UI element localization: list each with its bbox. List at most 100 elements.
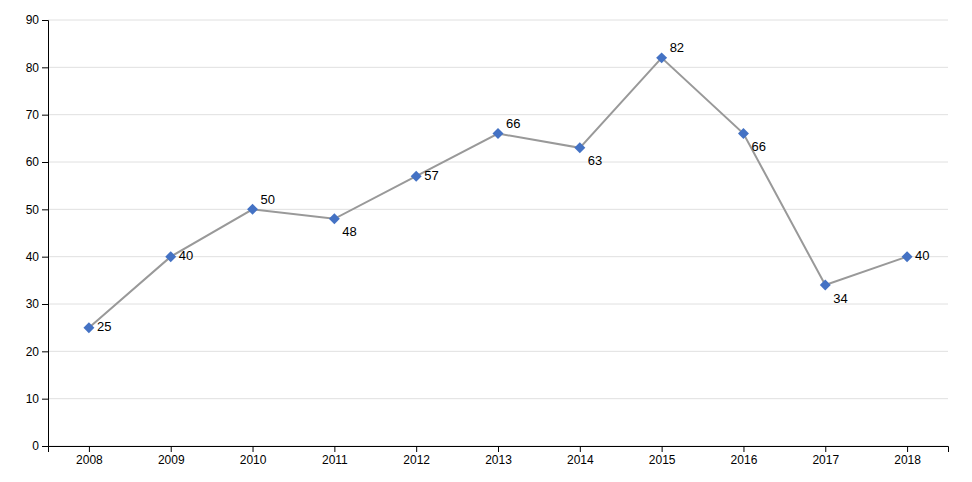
y-tick-label: 60 [26,155,40,169]
data-label: 40 [179,248,193,263]
y-tick: 20 [26,345,48,359]
y-axis: 0 10 20 30 40 50 60 70 80 90 [26,13,49,453]
x-tick-label: 2015 [649,453,676,467]
x-tick: 2014 [567,446,594,467]
y-tick-mark [42,446,48,447]
y-tick-label: 0 [32,439,39,453]
grid-line [48,20,948,21]
y-tick-mark [42,115,48,116]
marker [574,142,585,153]
x-tick-label: 2009 [158,453,185,467]
grid-line [48,114,948,115]
y-tick-mark [42,162,48,163]
grid-line [48,351,948,352]
y-tick-mark [42,399,48,400]
y-tick-mark [42,257,48,258]
y-tick: 0 [32,439,48,453]
y-tick: 50 [26,203,48,217]
x-tick: 2008 [76,446,103,467]
data-label: 25 [97,319,111,334]
x-tick: 2012 [403,446,430,467]
x-tick: 2011 [322,446,348,467]
y-tick: 10 [26,392,48,406]
x-tick-label: 2013 [485,453,512,467]
data-label: 63 [588,153,602,168]
chart: 0102030405060708090200820092010201120122… [0,0,972,482]
y-tick-label: 40 [26,250,40,264]
x-tick-mark [498,446,499,452]
x-axis: 2008 2009 2010 2011 2012 2013 2014 2015 2016 2017… [49,446,949,467]
grid-line [48,304,948,305]
x-tick-mark [253,446,254,452]
y-tick-label: 30 [26,297,40,311]
x-tick-label: 2011 [322,453,348,467]
x-tick-mark [662,446,663,452]
marker [165,251,176,262]
x-tick-mark [907,446,908,452]
y-tick-label: 70 [26,108,40,122]
x-tick-label: 2016 [731,453,758,467]
grid-line [48,67,948,68]
x-tick-label: 2012 [403,453,430,467]
data-label: 66 [751,139,765,154]
y-tick-label: 20 [26,345,40,359]
marker [738,128,749,139]
marker [329,213,340,224]
x-tick-label: 2018 [894,453,921,467]
marker [820,280,831,291]
data-label: 82 [670,40,684,55]
y-tick-mark [42,351,48,352]
y-tick-label: 50 [26,203,40,217]
x-tick: 2016 [731,446,758,467]
x-tick-mark [580,446,581,452]
grid-line [48,398,948,399]
y-tick-mark [42,304,48,305]
marker [493,128,504,139]
x-tick: 2015 [649,446,676,467]
grid [48,20,948,446]
x-tick: 2013 [485,446,512,467]
x-tick-label: 2017 [812,453,839,467]
marker [902,251,913,262]
marker [656,52,667,63]
marker [83,322,94,333]
data-label: 50 [261,192,275,207]
x-axis-line [49,447,949,453]
marker [411,171,422,182]
data-label: 34 [833,291,847,306]
y-tick: 80 [26,61,48,75]
data-label: 66 [506,116,520,131]
x-tick: 2018 [894,446,921,467]
x-tick: 2010 [240,446,267,467]
y-tick-mark [42,67,48,68]
x-tick-mark [416,446,417,452]
data-label: 40 [915,248,929,263]
plot: 0102030405060708090200820092010201120122… [26,13,949,466]
x-tick-label: 2014 [567,453,594,467]
x-tick-mark [334,446,335,452]
data-label: 48 [342,224,356,239]
y-tick: 40 [26,250,48,264]
x-tick: 2017 [812,446,839,467]
x-tick-mark [89,446,90,452]
x-tick: 2009 [158,446,185,467]
y-tick-mark [42,20,48,21]
y-tick-mark [42,209,48,210]
y-tick: 30 [26,297,48,311]
data-label: 57 [424,168,438,183]
line [89,58,907,328]
data-labels: 25 40 50 48 57 66 63 82 66 34 40 [97,40,930,334]
y-tick-label: 80 [26,61,40,75]
x-tick-mark [743,446,744,452]
x-tick-label: 2008 [76,453,103,467]
y-tick-label: 90 [26,13,40,27]
grid-line [48,162,948,163]
grid-line [48,209,948,210]
marker [247,204,258,215]
y-axis-line [42,21,49,447]
y-tick: 90 [26,13,48,27]
x-tick-mark [171,446,172,452]
y-tick-label: 10 [26,392,40,406]
x-tick-mark [825,446,826,452]
y-tick: 70 [26,108,48,122]
